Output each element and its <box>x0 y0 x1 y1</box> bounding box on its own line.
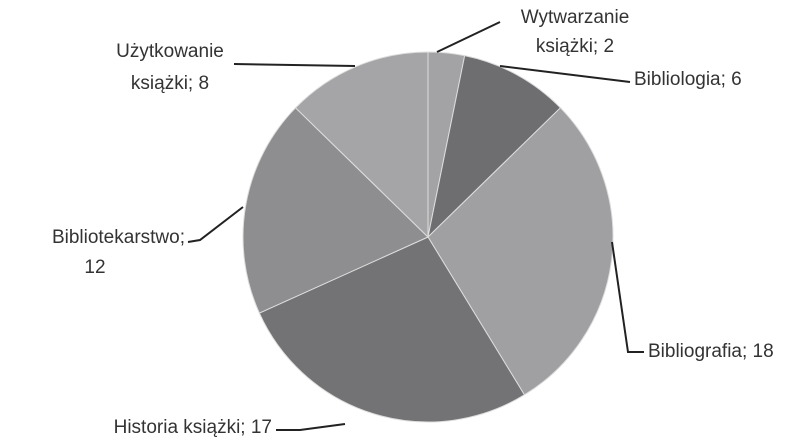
pie-slice <box>294 51 429 239</box>
leader-line <box>611 241 644 353</box>
slice-label: Bibliologia; 6 <box>634 69 742 90</box>
pie-slice <box>427 55 562 239</box>
leader-line <box>276 423 346 431</box>
slice-label: Użytkowanie <box>116 41 224 62</box>
slice-label: książki; 8 <box>131 73 209 94</box>
leader-line <box>499 65 631 83</box>
slice-label: Bibliografia; 18 <box>648 341 774 362</box>
leader-line <box>187 206 244 243</box>
leader-line <box>233 63 356 67</box>
slice-label: 12 <box>84 257 105 278</box>
slice-label: książki; 2 <box>536 36 614 57</box>
slice-label: Wytwarzanie <box>521 7 630 28</box>
pie-slice <box>427 107 614 396</box>
slice-label: Bibliotekarstwo; <box>52 227 185 248</box>
pie-slice <box>242 107 429 314</box>
leader-line <box>436 21 501 53</box>
slice-label: Historia książki; 17 <box>114 417 272 438</box>
